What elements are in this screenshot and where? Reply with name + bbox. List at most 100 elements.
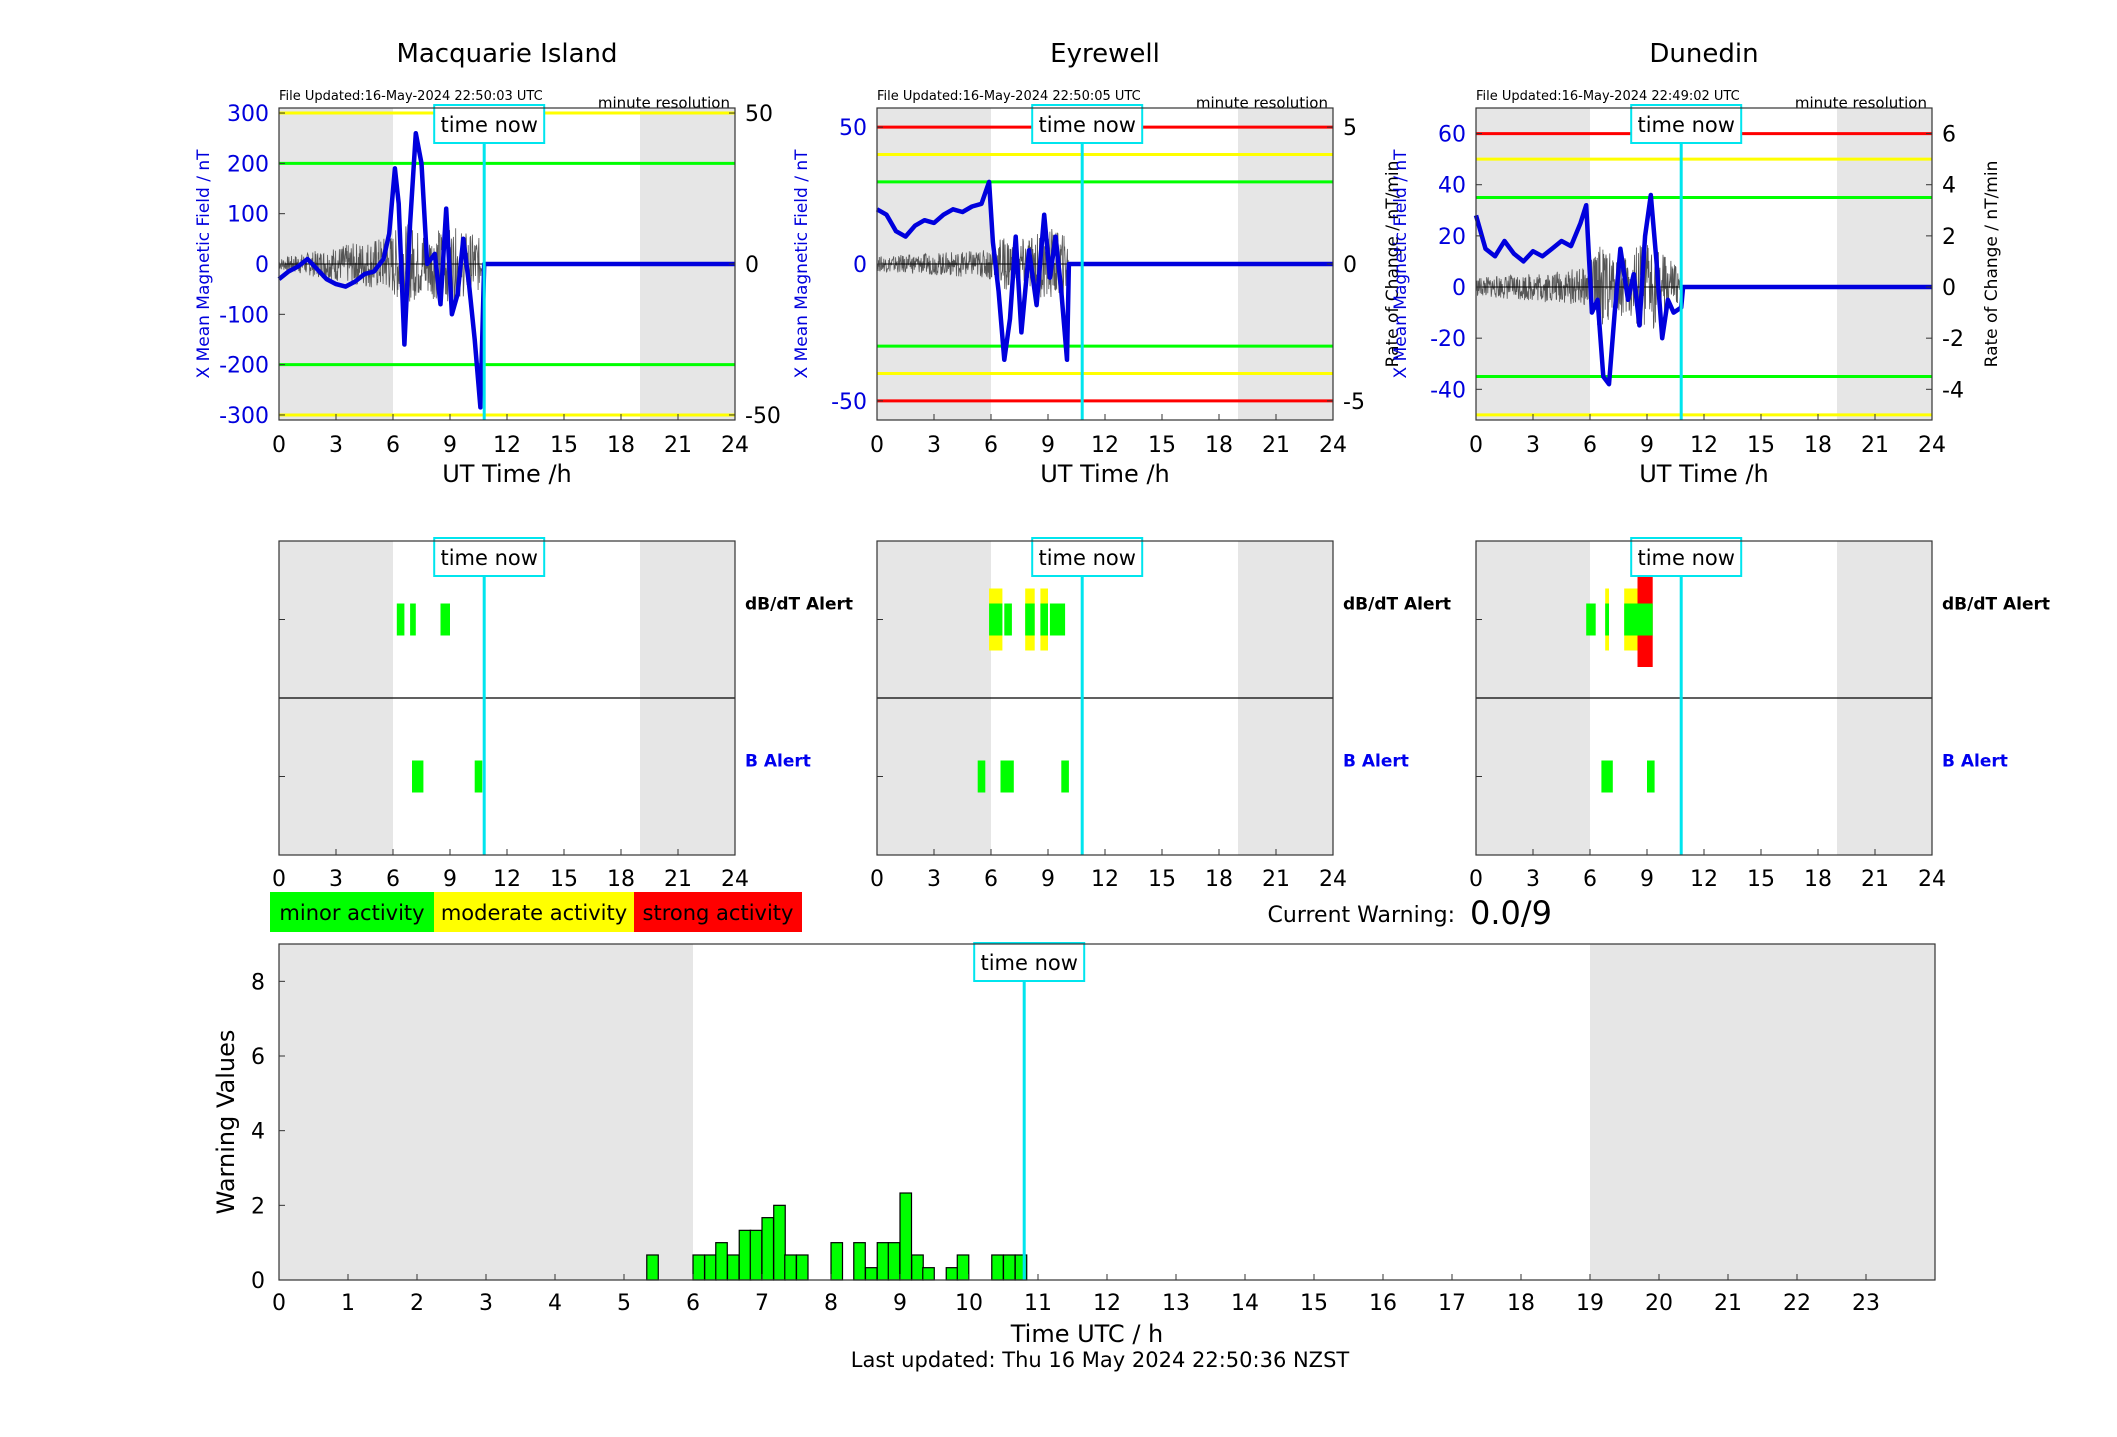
x-tick-label: 0 [870, 433, 884, 458]
x-tick-label: 6 [386, 433, 400, 458]
x-tick-label: 6 [686, 1291, 700, 1316]
warning-bar [646, 1254, 659, 1281]
night-shade [1837, 108, 1932, 420]
station-panels: Macquarie Island File Updated:16-May-2024… [194, 39, 2050, 892]
x-tick-label: 1 [341, 1291, 355, 1316]
warning-bar [749, 1229, 763, 1281]
dbdt-alert-label: dB/dT Alert [1942, 595, 2050, 615]
warning-bar [692, 1254, 706, 1281]
x-tick-label: 15 [1148, 867, 1176, 892]
x-tick-label: 18 [1205, 433, 1233, 458]
x-tick-label: 2 [410, 1291, 424, 1316]
b-alert-bar [1000, 760, 1014, 793]
x-tick-label: 0 [870, 867, 884, 892]
y-axis-label: Warning Values [212, 1030, 240, 1215]
x-tick-label: 12 [1093, 1291, 1121, 1316]
x-tick-label: 0 [272, 1291, 286, 1316]
x-tick-label: 9 [1041, 867, 1055, 892]
legend-label-strong: strong activity [643, 901, 794, 925]
x-tick-label: 21 [1714, 1291, 1742, 1316]
left-tick-label: -300 [219, 404, 269, 429]
dbdt-alert-bar [1586, 603, 1596, 636]
x-tick-label: 18 [1205, 867, 1233, 892]
legend-swatch-minor [270, 892, 434, 932]
x-tick-label: 6 [386, 867, 400, 892]
left-tick-label: 200 [227, 152, 269, 177]
x-tick-label: 15 [550, 433, 578, 458]
warning-bar [956, 1254, 970, 1281]
x-tick-label: 12 [1690, 867, 1718, 892]
x-tick-label: 12 [1091, 433, 1119, 458]
x-tick-label: 0 [1469, 867, 1483, 892]
right-axis-label: Rate of Change / nT/min [1383, 161, 1403, 368]
x-tick-label: 21 [664, 433, 692, 458]
x-tick-label: 15 [1148, 433, 1176, 458]
right-tick-label: 4 [1942, 174, 1956, 199]
x-tick-label: 24 [721, 867, 749, 892]
file-updated: File Updated:16-May-2024 22:50:05 UTC [877, 89, 1141, 104]
current-warning-label: Current Warning: [1268, 903, 1455, 928]
right-tick-label: -50 [745, 404, 781, 429]
left-tick-label: -100 [219, 303, 269, 328]
station-title: Eyrewell [1050, 39, 1160, 69]
left-tick-label: 40 [1438, 174, 1466, 199]
x-field-trace [277, 130, 735, 410]
right-tick-label: 0 [1343, 253, 1357, 278]
dbdt-alert-bar-core [1605, 603, 1609, 636]
x-tick-label: 21 [1861, 867, 1889, 892]
dbdt-alert-label: dB/dT Alert [745, 595, 853, 615]
x-axis-label: UT Time /h [1040, 460, 1170, 488]
dbdt-alert-bar-core [989, 603, 1003, 636]
time-now-alert-label: time now [1038, 546, 1135, 570]
night-shade [1476, 108, 1590, 420]
right-tick-label: 6 [1942, 123, 1956, 148]
x-tick-label: 18 [1804, 867, 1832, 892]
warning-bar [911, 1254, 924, 1281]
dbdt-alert-bar [396, 603, 405, 636]
time-now-alert-box [1630, 537, 1743, 577]
x-field-trace [1473, 192, 1932, 387]
right-tick-label: 0 [745, 253, 759, 278]
left-tick-label: 0 [853, 253, 867, 278]
left-tick-label: 300 [227, 102, 269, 127]
y-tick-label: 6 [251, 1045, 265, 1070]
left-tick-label: 100 [227, 203, 269, 228]
dbdt-alert-bar-core [1637, 603, 1647, 636]
x-axis-label: Time UTC / h [1010, 1320, 1164, 1348]
x-tick-label: 9 [1640, 867, 1654, 892]
warning-bar [945, 1267, 959, 1281]
warning-bar [1002, 1254, 1016, 1281]
time-now-alert-box [1031, 537, 1144, 577]
b-alert-bar [1647, 760, 1655, 793]
x-tick-label: 0 [272, 867, 286, 892]
x-tick-label: 18 [1804, 433, 1832, 458]
left-axis-label: X Mean Magnetic Field / nT [194, 149, 214, 379]
x-tick-label: 3 [927, 867, 941, 892]
night-shade [1590, 944, 1935, 1280]
x-tick-label: 21 [664, 867, 692, 892]
station-1: Eyrewell File Updated:16-May-2024 22:50:0… [792, 39, 1451, 892]
dbdt-alert-bar [1004, 603, 1012, 636]
x-tick-label: 12 [493, 433, 521, 458]
x-tick-label: 24 [1918, 867, 1946, 892]
legend-label-minor: minor activity [279, 901, 424, 925]
warning-bar [773, 1204, 786, 1281]
station-title: Macquarie Island [396, 39, 617, 69]
x-tick-label: 18 [607, 433, 635, 458]
b-alert-bar [1601, 760, 1613, 793]
left-tick-label: 50 [839, 116, 867, 141]
left-tick-label: 0 [255, 253, 269, 278]
warning-bar [704, 1254, 717, 1281]
left-tick-label: 60 [1438, 123, 1466, 148]
x-tick-label: 24 [721, 433, 749, 458]
right-tick-label: 0 [1942, 276, 1956, 301]
x-tick-label: 21 [1262, 867, 1290, 892]
dbdt-alert-bar-core [1025, 603, 1035, 636]
legend-swatch-strong [634, 892, 802, 932]
time-now-top-label: time now [440, 113, 537, 137]
y-tick-label: 4 [251, 1120, 265, 1145]
warning-bar [830, 1242, 844, 1281]
activity-legend: minor activity moderate activity strong ac… [270, 892, 802, 932]
x-tick-label: 6 [1583, 433, 1597, 458]
x-tick-label: 15 [1747, 867, 1775, 892]
